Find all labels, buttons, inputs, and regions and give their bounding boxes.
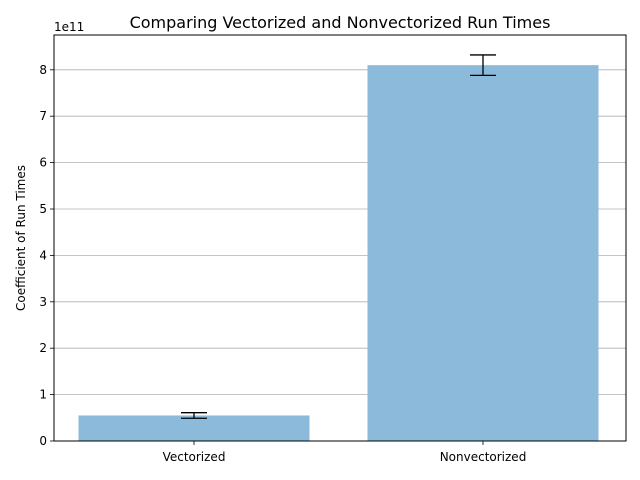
error-bars (181, 54, 496, 419)
x-tick-label: Vectorized (163, 450, 226, 464)
y-axis-label: Coefficient of Run Times (14, 165, 28, 311)
y-tick-label: 8 (39, 63, 47, 77)
y-tick-label: 4 (39, 248, 47, 262)
y-tick-label: 1 (39, 388, 47, 402)
bar-vectorized (78, 415, 310, 441)
y-tick-label: 0 (39, 434, 47, 448)
bars (78, 65, 599, 441)
chart-title: Comparing Vectorized and Nonvectorized R… (130, 13, 551, 32)
y-tick-label: 6 (39, 156, 47, 170)
x-tick-label: Nonvectorized (440, 450, 527, 464)
y-tick-label: 5 (39, 202, 47, 216)
bar-nonvectorized (367, 65, 599, 441)
y-offset-text: 1e11 (54, 20, 84, 34)
y-tick-label: 7 (39, 109, 47, 123)
grid-lines (54, 69, 626, 442)
plot-frame (53, 34, 627, 442)
tick-marks (50, 69, 484, 445)
y-tick-label: 3 (39, 295, 47, 309)
tick-labels: 0 1 2 3 4 5 6 7 8 Vectorized Nonvectorized (39, 63, 526, 464)
y-tick-label: 2 (39, 341, 47, 355)
